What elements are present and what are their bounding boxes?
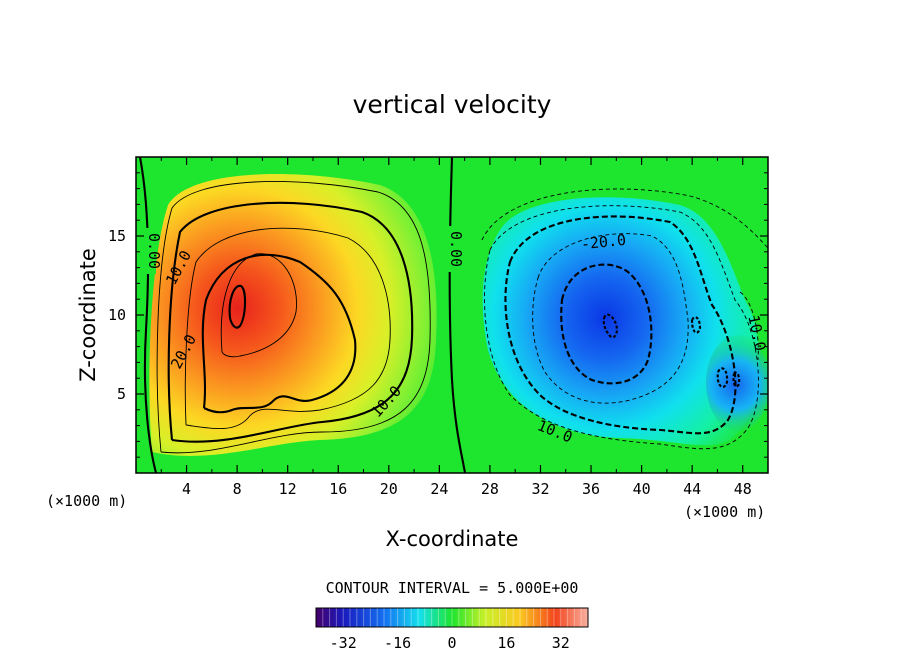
colorbar: [316, 608, 588, 627]
x-tick-label: 40: [633, 480, 651, 498]
y-axis-title: Z-coordinate: [76, 248, 100, 382]
colorbar-tick-label: -16: [384, 634, 411, 652]
x-tick-label: 12: [279, 480, 297, 498]
colorbar-tick-label: -32: [330, 634, 357, 652]
x-tick-label: 4: [182, 480, 191, 498]
chart-title: vertical velocity: [353, 90, 552, 119]
x-unit-label-right: (×1000 m): [684, 503, 765, 521]
x-unit-label-left: (×1000 m): [46, 492, 127, 510]
x-axis-title: X-coordinate: [386, 527, 519, 551]
x-tick-label: 48: [734, 480, 752, 498]
contour-interval-text: CONTOUR INTERVAL = 5.000E+00: [326, 579, 579, 597]
contour-label: -20.0: [580, 231, 627, 254]
y-axis-ticks: 5 10 15: [108, 172, 768, 458]
contour-label: 0.00: [145, 233, 163, 269]
field-shading: [136, 157, 768, 473]
colorbar-tick-label: 16: [497, 634, 515, 652]
x-tick-label: 44: [683, 480, 701, 498]
x-tick-label: 16: [329, 480, 347, 498]
contours-positive: [138, 157, 467, 473]
x-tick-label: 32: [531, 480, 549, 498]
x-tick-label: 24: [430, 480, 448, 498]
colorbar-stripes: [322, 608, 582, 627]
x-tick-label: 8: [233, 480, 242, 498]
y-tick-label: 10: [108, 306, 126, 324]
contours-negative: [481, 188, 768, 450]
colorbar-tick-label: 0: [447, 634, 456, 652]
colorbar-ticks: -32 -16 0 16 32: [330, 634, 570, 652]
x-tick-label: 28: [481, 480, 499, 498]
x-tick-label: 20: [380, 480, 398, 498]
y-tick-label: 5: [117, 385, 126, 403]
colorbar-tick-label: 32: [552, 634, 570, 652]
colorbar-frame: [315, 607, 589, 628]
x-tick-label: 36: [582, 480, 600, 498]
y-tick-label: 15: [108, 227, 126, 245]
x-axis-ticks: 4 8 12 16 20 24 28 32 36 40 44 48: [160, 157, 752, 498]
contour-label: 0.00: [447, 231, 465, 267]
